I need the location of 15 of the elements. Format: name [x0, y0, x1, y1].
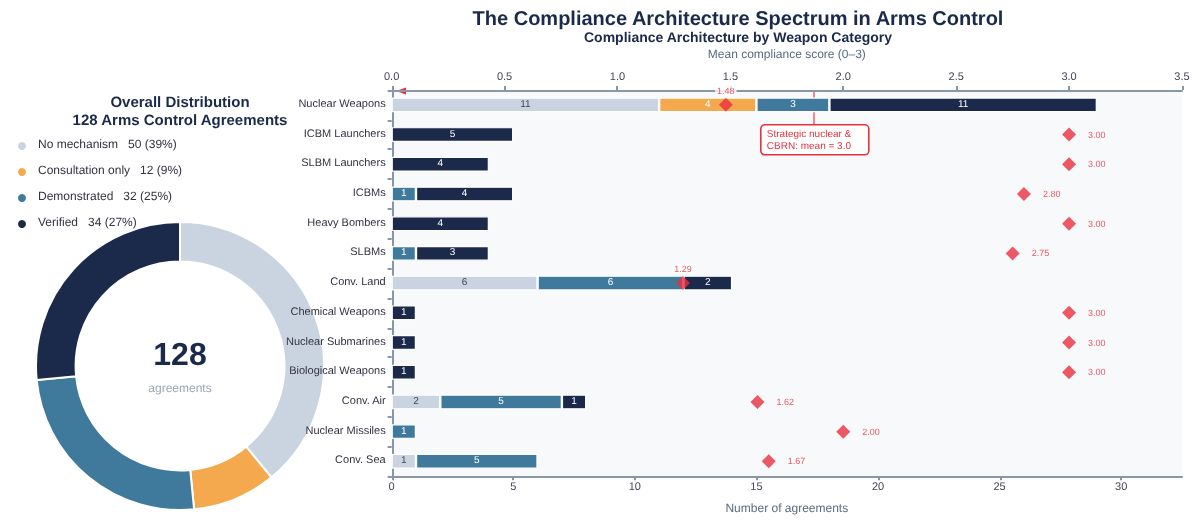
point [675, 276, 690, 291]
point [761, 454, 776, 469]
point [1062, 127, 1077, 142]
chart-title: The Compliance Architecture Spectrum in Arms Control [472, 9, 1004, 31]
point [1062, 365, 1077, 380]
point [1062, 216, 1077, 231]
point [750, 394, 765, 409]
point [836, 424, 851, 439]
text: 128 [153, 339, 207, 373]
point [1062, 305, 1077, 320]
point [1016, 186, 1031, 201]
point [718, 97, 733, 112]
point [1005, 246, 1020, 261]
point [1062, 157, 1077, 172]
point [1062, 335, 1077, 350]
